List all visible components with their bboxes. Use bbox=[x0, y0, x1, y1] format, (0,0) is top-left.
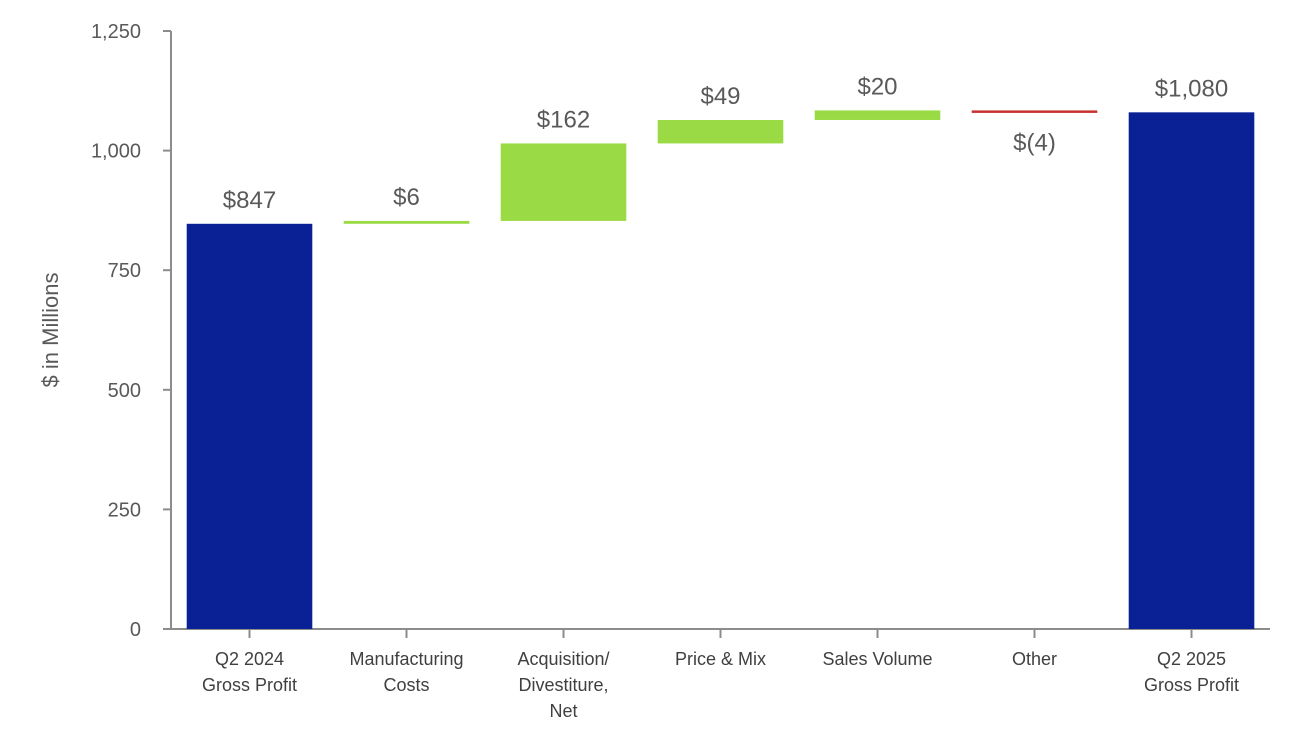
bar-1 bbox=[343, 220, 470, 224]
bar-5 bbox=[971, 110, 1098, 113]
y-tick-label: 1,000 bbox=[91, 141, 141, 163]
data-label-2: $162 bbox=[537, 106, 590, 133]
y-tick-label: 750 bbox=[108, 260, 141, 282]
x-tick-label: Q2 2024 Gross Profit bbox=[202, 649, 297, 695]
data-label-4: $20 bbox=[857, 73, 897, 100]
data-label-1: $6 bbox=[393, 184, 420, 211]
bar-6 bbox=[1128, 112, 1255, 629]
data-label-6: $1,080 bbox=[1155, 75, 1228, 102]
x-tick-label: Q2 2025 Gross Profit bbox=[1144, 649, 1239, 695]
bar-3 bbox=[657, 119, 784, 144]
y-tick-label: 0 bbox=[130, 619, 141, 641]
data-label-0: $847 bbox=[223, 187, 276, 214]
y-tick-label: 1,250 bbox=[91, 21, 141, 43]
bar-2 bbox=[500, 143, 627, 221]
axes: 0 250 500 750 1,000 1,250 Q2 2024 Gross Profit M… bbox=[91, 21, 1270, 721]
x-tick-label: Acquisition/Divestiture, Net bbox=[517, 649, 609, 721]
x-tick-label: Other bbox=[1012, 649, 1057, 669]
x-tick-label: Manufacturing Costs bbox=[349, 649, 463, 695]
data-label-3: $49 bbox=[700, 83, 740, 110]
data-labels: $847 $6 $162 $49 $20 $(4) $1,080 bbox=[223, 73, 1228, 213]
bars bbox=[186, 110, 1255, 629]
x-tick-label: Sales Volume bbox=[822, 649, 932, 669]
data-label-5: $(4) bbox=[1013, 129, 1056, 156]
bar-4 bbox=[814, 110, 941, 120]
y-tick-label: 500 bbox=[108, 380, 141, 402]
x-tick-label: Price & Mix bbox=[675, 649, 766, 669]
y-axis-title: $ in Millions bbox=[38, 273, 63, 388]
bar-0 bbox=[186, 223, 313, 629]
y-tick-label: 250 bbox=[108, 499, 141, 521]
